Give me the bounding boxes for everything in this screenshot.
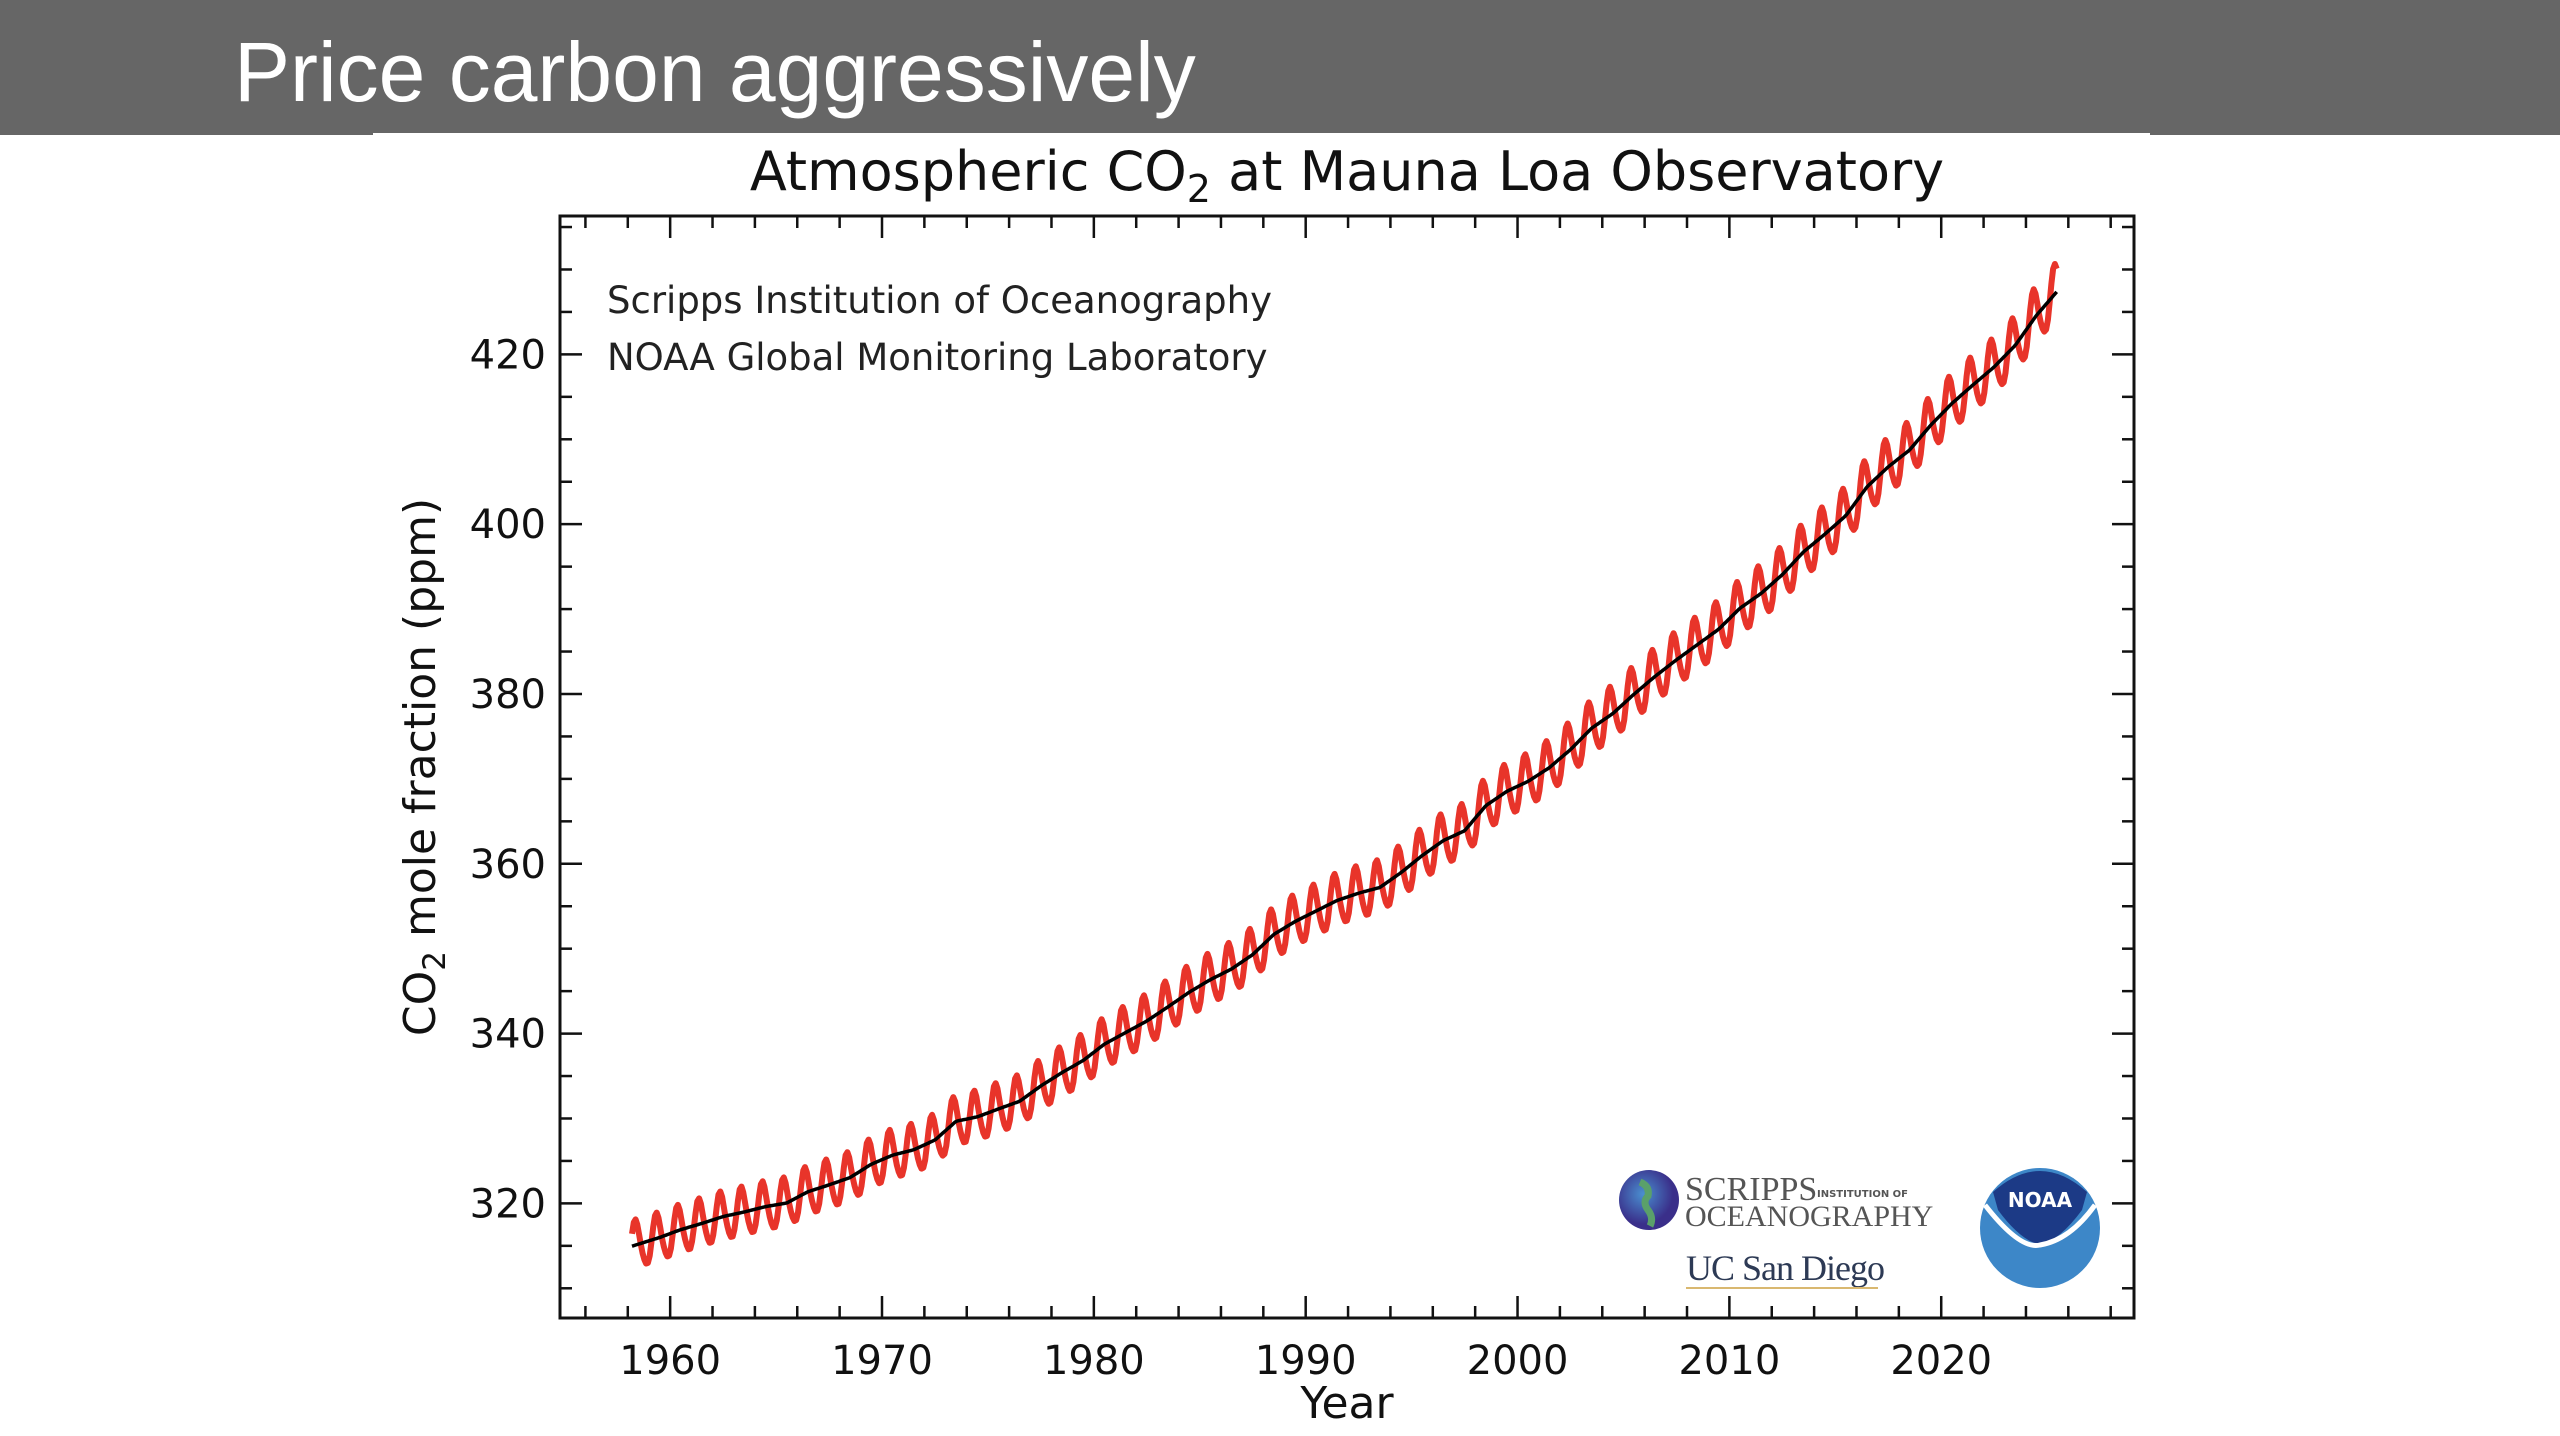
y-tick-label: 400 [470, 502, 546, 548]
y-axis-label: CO2 mole fraction (ppm) [395, 498, 453, 1036]
svg-text:SCRIPPS: SCRIPPS [1685, 1171, 1817, 1208]
y-tick-label: 420 [470, 332, 546, 378]
monthly-co2-line [629, 261, 2060, 1267]
chart-title-main: Atmospheric CO [750, 140, 1187, 203]
x-axis-label: Year [1299, 1378, 1394, 1429]
svg-text:INSTITUTION OF: INSTITUTION OF [1817, 1189, 1908, 1200]
y-tick-label: 320 [470, 1181, 546, 1227]
x-tick-label: 2020 [1890, 1338, 1992, 1384]
x-tick-label: 1970 [831, 1338, 933, 1384]
x-tick-label: 2000 [1467, 1338, 1569, 1384]
y-tick-label: 340 [470, 1012, 546, 1058]
plot-area [629, 261, 2060, 1267]
annotation-noaa: NOAA Global Monitoring Laboratory [607, 336, 1268, 379]
y-tick-label: 360 [470, 842, 546, 888]
x-tick-label: 2010 [1678, 1338, 1780, 1384]
x-tick-label: 1990 [1255, 1338, 1357, 1384]
annotation-scripps: Scripps Institution of Oceanography [607, 279, 1272, 322]
y-tick-label: 380 [470, 672, 546, 718]
trend-co2-line [631, 290, 2059, 1248]
chart-title: Atmospheric CO2 at Mauna Loa Observatory [750, 140, 1944, 211]
svg-text:OCEANOGRAPHY: OCEANOGRAPHY [1685, 1200, 1933, 1233]
noaa-logo: NOAA [1980, 1168, 2100, 1288]
slide-title: Price carbon aggressively [234, 25, 1196, 119]
chart-title-rest: at Mauna Loa Observatory [1211, 140, 1944, 203]
axes-frame [558, 214, 2136, 1320]
slide-header-bar [0, 0, 2560, 135]
header-divider [373, 133, 2150, 137]
ucsd-logo: UC San Diego [1686, 1248, 1884, 1288]
scripps-logo: SCRIPPS INSTITUTION OF OCEANOGRAPHY UC S… [1619, 1170, 1933, 1289]
x-tick-label: 1960 [619, 1338, 721, 1384]
svg-text:NOAA: NOAA [2008, 1188, 2073, 1212]
ticks: 1960 1970 1980 1990 2000 2010 2020 320 340 360 380… [470, 216, 2134, 1384]
x-tick-label: 1980 [1043, 1338, 1145, 1384]
chart-title-sub: 2 [1187, 167, 1211, 211]
